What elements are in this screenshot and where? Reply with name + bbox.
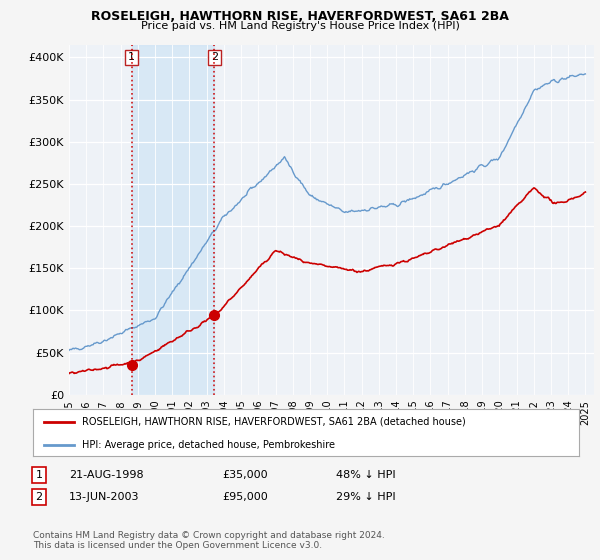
Text: HPI: Average price, detached house, Pembrokeshire: HPI: Average price, detached house, Pemb… xyxy=(82,440,335,450)
Text: £95,000: £95,000 xyxy=(222,492,268,502)
Text: 1: 1 xyxy=(128,53,135,62)
Text: Price paid vs. HM Land Registry's House Price Index (HPI): Price paid vs. HM Land Registry's House … xyxy=(140,21,460,31)
Text: £35,000: £35,000 xyxy=(222,470,268,480)
Bar xyxy=(131,45,214,395)
Text: 21-AUG-1998: 21-AUG-1998 xyxy=(69,470,143,480)
Text: ROSELEIGH, HAWTHORN RISE, HAVERFORDWEST, SA61 2BA: ROSELEIGH, HAWTHORN RISE, HAVERFORDWEST,… xyxy=(91,10,509,23)
Text: 48% ↓ HPI: 48% ↓ HPI xyxy=(336,470,395,480)
Text: 2: 2 xyxy=(211,53,218,62)
Text: ROSELEIGH, HAWTHORN RISE, HAVERFORDWEST, SA61 2BA (detached house): ROSELEIGH, HAWTHORN RISE, HAVERFORDWEST,… xyxy=(82,417,466,427)
Text: Contains HM Land Registry data © Crown copyright and database right 2024.
This d: Contains HM Land Registry data © Crown c… xyxy=(33,531,385,550)
Text: 29% ↓ HPI: 29% ↓ HPI xyxy=(336,492,395,502)
Text: 2: 2 xyxy=(35,492,43,502)
Text: 13-JUN-2003: 13-JUN-2003 xyxy=(69,492,139,502)
Text: 1: 1 xyxy=(35,470,43,480)
